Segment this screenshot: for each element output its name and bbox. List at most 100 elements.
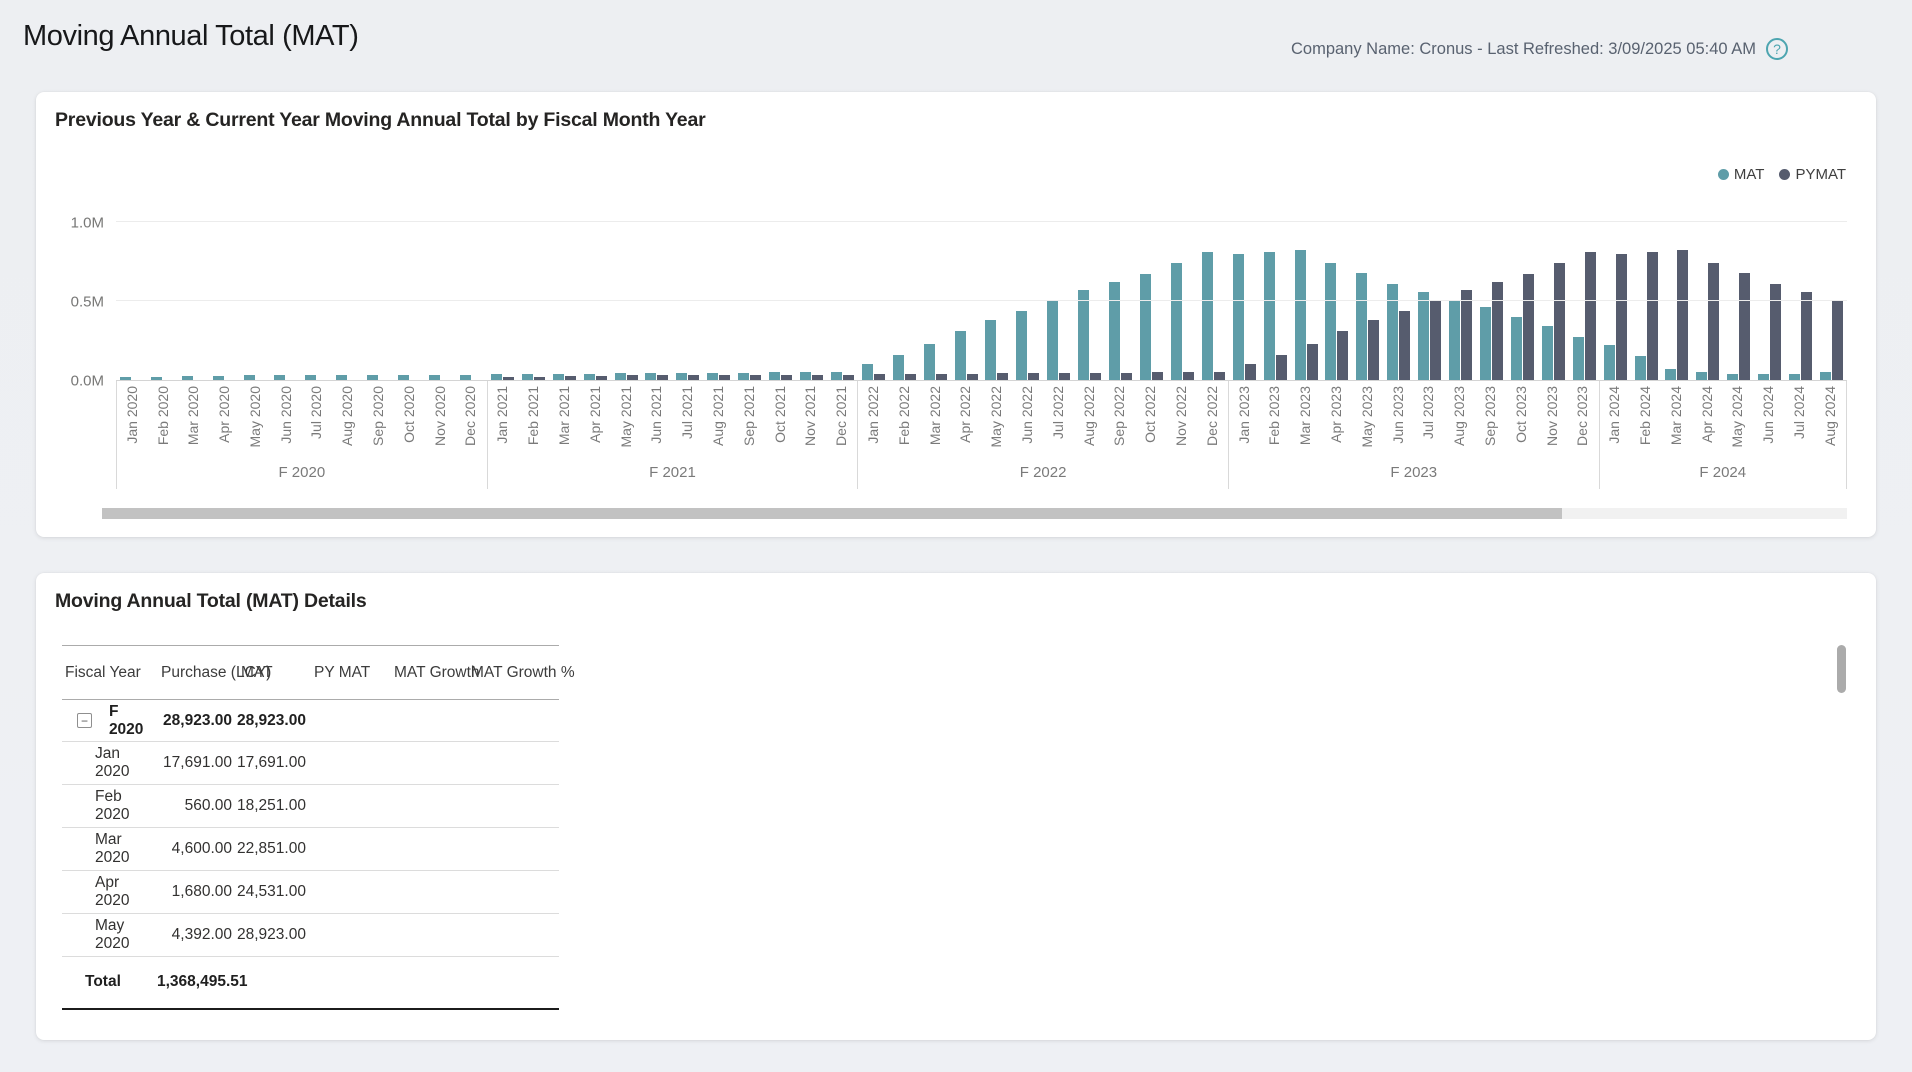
bar-mat[interactable] bbox=[274, 375, 286, 380]
bar-mat[interactable] bbox=[305, 375, 317, 380]
bar-pymat[interactable] bbox=[626, 375, 638, 380]
bar-mat[interactable] bbox=[119, 377, 131, 380]
bar-mat[interactable] bbox=[212, 376, 224, 380]
bar-pymat[interactable] bbox=[997, 373, 1009, 380]
bar-mat[interactable] bbox=[429, 374, 441, 380]
bar-mat[interactable] bbox=[1665, 368, 1677, 380]
bar-pymat[interactable] bbox=[1831, 301, 1843, 380]
bar-pymat[interactable] bbox=[502, 377, 514, 380]
bar-pymat[interactable] bbox=[1584, 252, 1596, 380]
bar-pymat[interactable] bbox=[1553, 263, 1565, 380]
bar-pymat[interactable] bbox=[966, 373, 978, 380]
bar-mat[interactable] bbox=[1541, 326, 1553, 380]
bar-mat[interactable] bbox=[181, 376, 193, 380]
h-scrollbar[interactable] bbox=[102, 508, 1847, 519]
bar-pymat[interactable] bbox=[1182, 372, 1194, 380]
bar-mat[interactable] bbox=[1109, 282, 1121, 380]
table-row-group[interactable]: − F 2020 28,923.00 28,923.00 bbox=[62, 700, 559, 742]
bar-pymat[interactable] bbox=[1275, 354, 1287, 380]
column-header[interactable]: Fiscal Year bbox=[65, 663, 141, 681]
bar-mat[interactable] bbox=[1418, 291, 1430, 380]
bar-pymat[interactable] bbox=[1522, 274, 1534, 380]
bar-mat[interactable] bbox=[1727, 373, 1739, 380]
bar-mat[interactable] bbox=[398, 374, 410, 380]
table-row-detail[interactable]: Mar 2020 4,600.00 22,851.00 bbox=[62, 828, 559, 871]
bar-pymat[interactable] bbox=[1770, 283, 1782, 380]
bar-mat[interactable] bbox=[150, 377, 162, 380]
bar-pymat[interactable] bbox=[1739, 272, 1751, 380]
bar-pymat[interactable] bbox=[1491, 282, 1503, 380]
bar-pymat[interactable] bbox=[781, 374, 793, 380]
bar-mat[interactable] bbox=[521, 374, 533, 380]
column-header[interactable]: MAT bbox=[241, 663, 273, 681]
v-scrollbar-thumb[interactable] bbox=[1837, 645, 1846, 693]
bar-mat[interactable] bbox=[336, 374, 348, 380]
bar-pymat[interactable] bbox=[1121, 372, 1133, 380]
bar-mat[interactable] bbox=[614, 373, 626, 380]
bar-mat[interactable] bbox=[1449, 301, 1461, 380]
bar-mat[interactable] bbox=[1294, 250, 1306, 380]
bar-pymat[interactable] bbox=[1090, 372, 1102, 380]
legend-item-pymat[interactable]: PYMAT bbox=[1779, 166, 1846, 183]
bar-pymat[interactable] bbox=[1213, 371, 1225, 380]
bar-pymat[interactable] bbox=[1028, 373, 1040, 380]
column-header[interactable]: Purchase (LCY) bbox=[161, 663, 272, 681]
bar-pymat[interactable] bbox=[1430, 301, 1442, 380]
collapse-minus-icon[interactable]: − bbox=[77, 713, 92, 728]
bar-mat[interactable] bbox=[1510, 316, 1522, 380]
table-row-total[interactable]: Total 1,368,495.51 bbox=[62, 957, 559, 1009]
table-row-detail[interactable]: Jan 2020 17,691.00 17,691.00 bbox=[62, 742, 559, 785]
bar-mat[interactable] bbox=[1479, 307, 1491, 380]
bar-mat[interactable] bbox=[1634, 356, 1646, 380]
bar-mat[interactable] bbox=[1170, 263, 1182, 380]
bar-mat[interactable] bbox=[985, 320, 997, 380]
bar-pymat[interactable] bbox=[750, 374, 762, 380]
bar-mat[interactable] bbox=[707, 372, 719, 380]
bar-pymat[interactable] bbox=[1059, 373, 1071, 380]
bar-pymat[interactable] bbox=[595, 376, 607, 380]
bar-mat[interactable] bbox=[459, 374, 471, 380]
bar-mat[interactable] bbox=[1139, 274, 1151, 380]
bar-pymat[interactable] bbox=[1151, 372, 1163, 380]
bar-pymat[interactable] bbox=[1461, 289, 1473, 380]
bar-pymat[interactable] bbox=[1368, 320, 1380, 380]
bar-mat[interactable] bbox=[799, 372, 811, 380]
bar-mat[interactable] bbox=[1696, 372, 1708, 380]
bar-mat[interactable] bbox=[676, 373, 688, 380]
bar-mat[interactable] bbox=[1789, 373, 1801, 380]
legend-item-mat[interactable]: MAT bbox=[1717, 166, 1764, 183]
bar-mat[interactable] bbox=[1047, 301, 1059, 380]
bar-pymat[interactable] bbox=[842, 374, 854, 380]
bar-pymat[interactable] bbox=[904, 374, 916, 380]
bar-pymat[interactable] bbox=[873, 374, 885, 380]
bar-pymat[interactable] bbox=[688, 375, 700, 380]
bar-pymat[interactable] bbox=[657, 375, 669, 380]
h-scrollbar-thumb[interactable] bbox=[102, 508, 1562, 519]
bar-mat[interactable] bbox=[1819, 372, 1831, 380]
bar-mat[interactable] bbox=[1263, 252, 1275, 380]
bar-pymat[interactable] bbox=[1615, 253, 1627, 380]
bar-pymat[interactable] bbox=[811, 374, 823, 380]
bar-mat[interactable] bbox=[892, 354, 904, 380]
bar-pymat[interactable] bbox=[1677, 250, 1689, 380]
bar-mat[interactable] bbox=[1325, 263, 1337, 380]
bar-mat[interactable] bbox=[1758, 373, 1770, 380]
bar-pymat[interactable] bbox=[935, 373, 947, 380]
bar-pymat[interactable] bbox=[533, 377, 545, 380]
bar-pymat[interactable] bbox=[1244, 364, 1256, 380]
bar-mat[interactable] bbox=[367, 374, 379, 380]
bar-pymat[interactable] bbox=[564, 376, 576, 380]
bar-mat[interactable] bbox=[1603, 345, 1615, 380]
bar-mat[interactable] bbox=[861, 364, 873, 380]
bar-pymat[interactable] bbox=[1801, 291, 1813, 380]
bar-pymat[interactable] bbox=[1337, 331, 1349, 380]
bar-pymat[interactable] bbox=[719, 374, 731, 380]
bar-mat[interactable] bbox=[1016, 310, 1028, 380]
bar-mat[interactable] bbox=[923, 343, 935, 380]
bar-mat[interactable] bbox=[1232, 253, 1244, 380]
bar-pymat[interactable] bbox=[1399, 310, 1411, 380]
bar-pymat[interactable] bbox=[1708, 263, 1720, 380]
bar-mat[interactable] bbox=[738, 372, 750, 380]
bar-mat[interactable] bbox=[1201, 252, 1213, 380]
table-row-detail[interactable]: May 2020 4,392.00 28,923.00 bbox=[62, 914, 559, 957]
